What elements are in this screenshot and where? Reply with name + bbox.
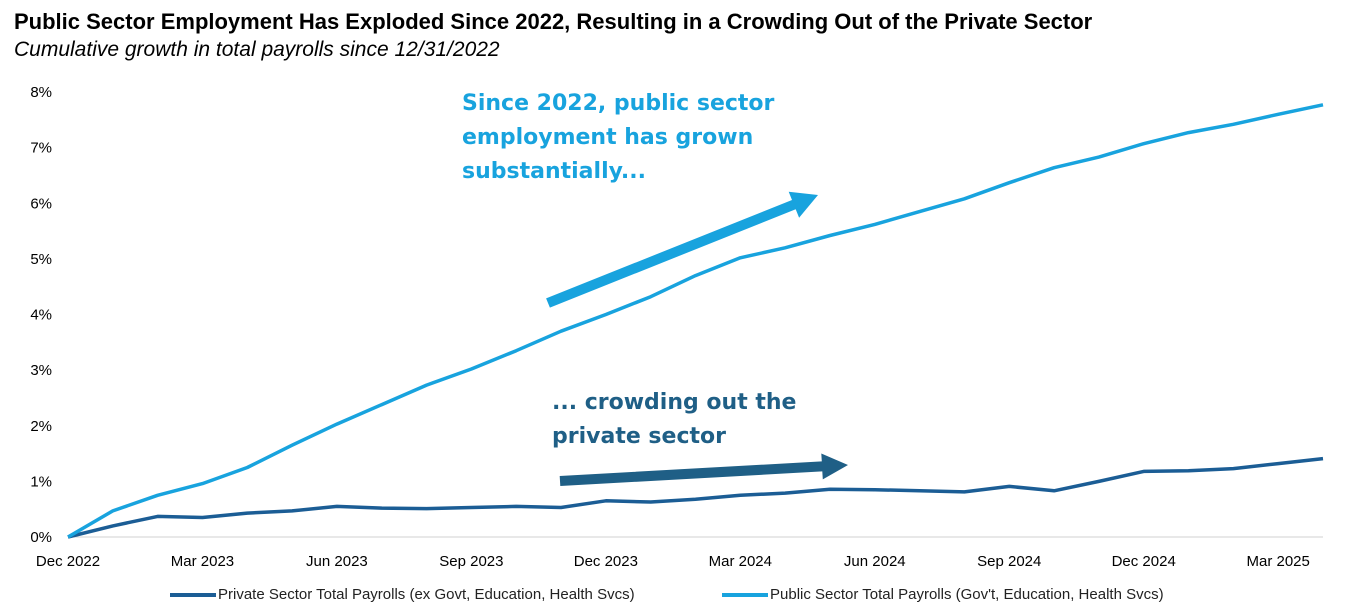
annotation-private-text: ... crowding out the private sector — [552, 390, 796, 449]
y-tick-label: 1% — [30, 473, 52, 490]
x-axis-ticks: Dec 2022 Mar 2023 Jun 2023 Sep 2023 Dec 2023… — [36, 553, 1310, 570]
annotation-private: ... crowding out the private sector — [552, 390, 848, 486]
x-tick-label: Jun 2023 — [306, 553, 368, 570]
legend-swatch-public — [722, 592, 768, 597]
chart-subtitle: Cumulative growth in total payrolls sinc… — [14, 38, 500, 61]
x-tick-label: Dec 2022 — [36, 553, 100, 570]
annotation-public-text: Since 2022, public sector employment has … — [462, 91, 775, 184]
y-tick-label: 5% — [30, 251, 52, 268]
x-tick-label: Dec 2024 — [1112, 553, 1176, 570]
x-tick-label: Mar 2023 — [171, 553, 234, 570]
legend-item-private: Private Sector Total Payrolls (ex Govt, … — [170, 586, 635, 603]
y-tick-label: 0% — [30, 529, 52, 546]
legend-label-private: Private Sector Total Payrolls (ex Govt, … — [218, 586, 635, 603]
annotation-public: Since 2022, public sector employment has … — [462, 91, 818, 308]
y-tick-label: 4% — [30, 307, 52, 324]
x-tick-label: Dec 2023 — [574, 553, 638, 570]
y-tick-label: 8% — [30, 84, 52, 101]
legend-swatch-private — [170, 592, 216, 597]
x-tick-label: Jun 2024 — [844, 553, 906, 570]
line-chart: 0% 1% 2% 3% 4% 5% 6% 7% 8% Dec 2022 Mar 2023 Jun 2… — [30, 84, 1324, 570]
public-growth-arrow — [546, 191, 818, 308]
y-tick-label: 3% — [30, 362, 52, 379]
series-line-private — [67, 456, 1324, 539]
y-tick-label: 7% — [30, 140, 52, 157]
y-tick-label: 6% — [30, 195, 52, 212]
series-layer — [67, 103, 1324, 539]
legend: Private Sector Total Payrolls (ex Govt, … — [0, 586, 1346, 608]
private-crowding-arrow — [559, 453, 848, 486]
y-tick-label: 2% — [30, 418, 52, 435]
x-tick-label: Sep 2024 — [977, 553, 1041, 570]
x-tick-label: Mar 2025 — [1246, 553, 1309, 570]
legend-label-public: Public Sector Total Payrolls (Gov't, Edu… — [770, 586, 1164, 603]
series-line-public — [67, 103, 1324, 539]
chart-title: Public Sector Employment Has Exploded Si… — [14, 9, 1093, 34]
legend-item-public: Public Sector Total Payrolls (Gov't, Edu… — [722, 586, 1164, 603]
x-tick-label: Mar 2024 — [709, 553, 772, 570]
y-axis-ticks: 0% 1% 2% 3% 4% 5% 6% 7% 8% — [30, 84, 52, 546]
x-tick-label: Sep 2023 — [439, 553, 503, 570]
